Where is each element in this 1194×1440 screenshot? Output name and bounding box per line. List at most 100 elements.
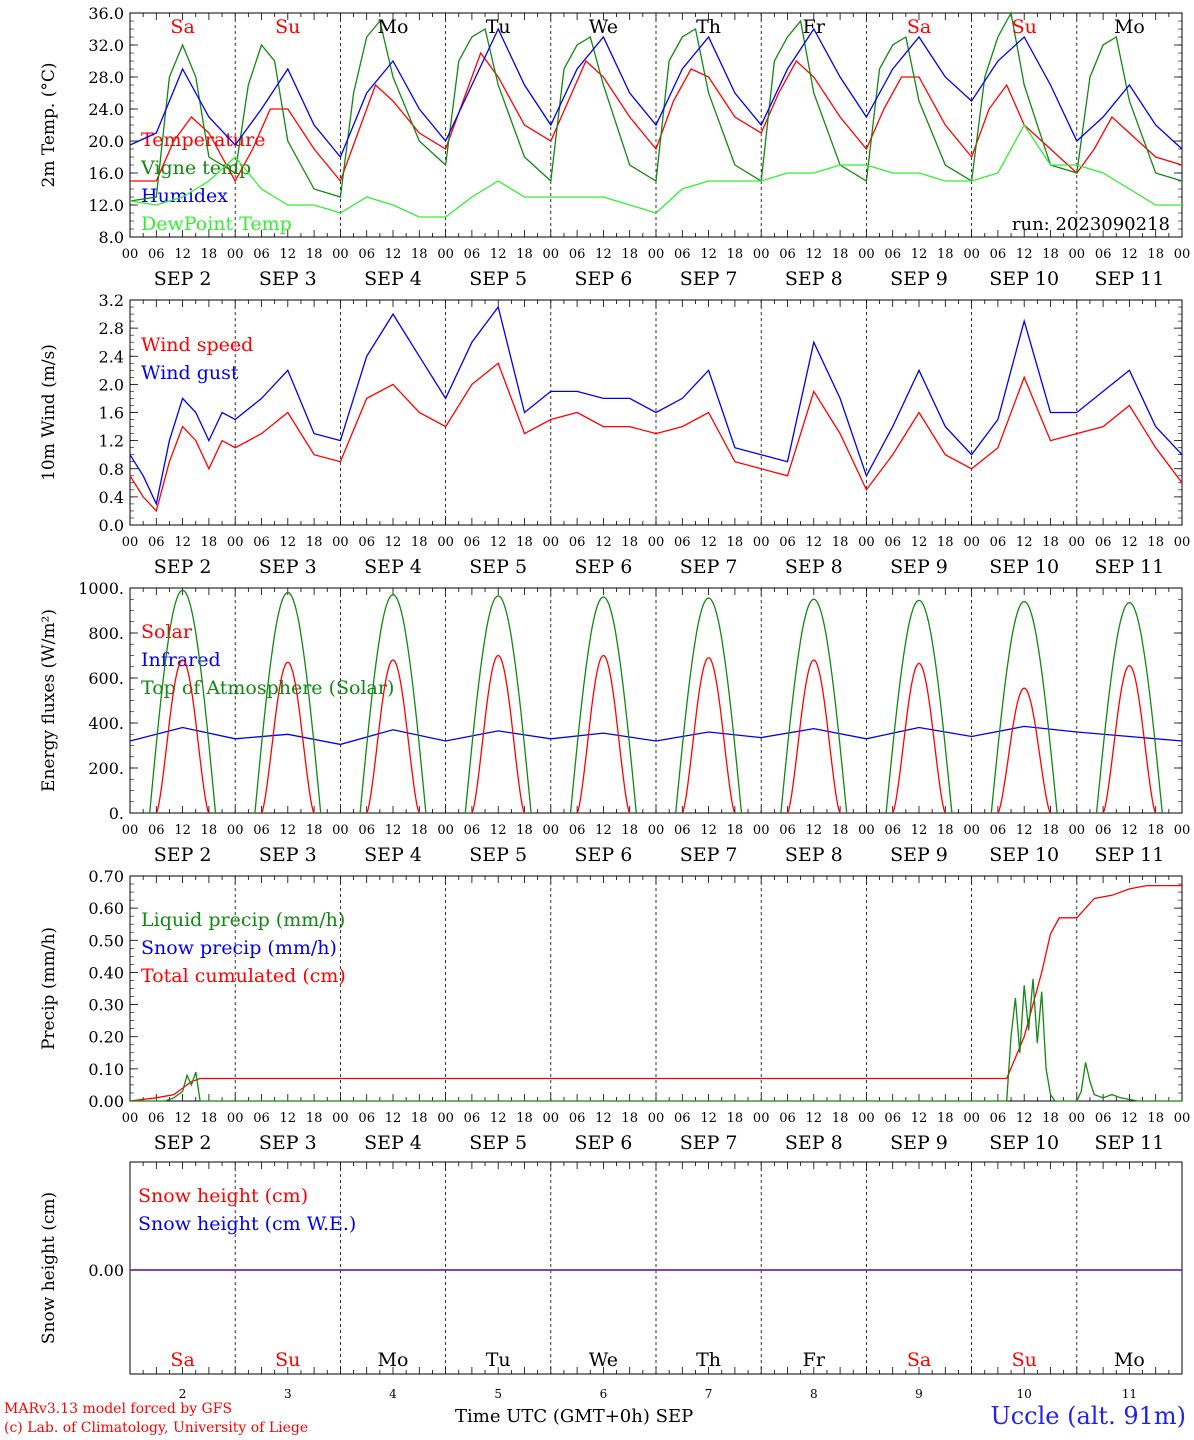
hour-label: 00 xyxy=(227,535,244,550)
legend-entry: Wind speed xyxy=(141,334,253,356)
date-label: SEP 3 xyxy=(259,268,317,290)
legend-entry: Liquid precip (mm/h) xyxy=(141,909,345,931)
hour-label: 12 xyxy=(280,535,297,550)
hour-label: 00 xyxy=(753,535,770,550)
day-number: 4 xyxy=(389,1387,397,1400)
date-label: SEP 9 xyxy=(890,556,948,578)
y-tick-label: 0.20 xyxy=(88,1028,124,1047)
hour-label: 00 xyxy=(753,1111,770,1126)
hour-label: 00 xyxy=(753,247,770,262)
date-label: SEP 5 xyxy=(469,556,527,578)
date-label: SEP 6 xyxy=(574,268,632,290)
y-tick-label: 0.10 xyxy=(88,1060,124,1079)
y-tick-label: 0.70 xyxy=(88,867,124,886)
hour-label: 06 xyxy=(779,823,796,838)
y-tick-label: 800. xyxy=(88,624,124,643)
date-label: SEP 8 xyxy=(785,556,843,578)
hour-label: 00 xyxy=(648,535,665,550)
series-line xyxy=(129,362,1183,513)
y-tick-label: 0.00 xyxy=(88,1092,124,1111)
date-label: SEP 8 xyxy=(785,844,843,866)
hour-label: 00 xyxy=(543,1111,560,1126)
hour-label: 00 xyxy=(122,1111,139,1126)
hour-label: 12 xyxy=(1016,823,1033,838)
day-name-top: Tu xyxy=(486,16,511,38)
hour-label: 18 xyxy=(832,823,849,838)
toa-solar-curve xyxy=(780,598,848,814)
hour-label: 12 xyxy=(385,535,402,550)
solar-curve xyxy=(260,661,315,814)
toa-solar-curve xyxy=(885,599,953,814)
hour-label: 00 xyxy=(1069,535,1086,550)
hour-label: 12 xyxy=(1016,1111,1033,1126)
hour-label: 12 xyxy=(490,247,507,262)
y-axis-label: Energy fluxes (W/m²) xyxy=(39,609,59,792)
y-tick-label: 0.4 xyxy=(99,488,124,507)
hour-label: 12 xyxy=(911,823,928,838)
hour-label: 06 xyxy=(464,823,481,838)
legend-entry: DewPoint Temp xyxy=(141,213,292,235)
hour-label: 00 xyxy=(963,535,980,550)
hour-label: 12 xyxy=(1121,247,1138,262)
y-tick-label: 0.40 xyxy=(88,963,124,982)
day-name-bottom: Mo xyxy=(1114,1349,1145,1371)
hour-label: 06 xyxy=(1095,247,1112,262)
date-label: SEP 11 xyxy=(1094,268,1164,290)
y-tick-label: 0.50 xyxy=(88,931,124,950)
hour-label: 06 xyxy=(253,1111,270,1126)
day-name-top: Sa xyxy=(170,16,194,38)
hour-label: 00 xyxy=(1069,823,1086,838)
hour-label: 18 xyxy=(201,1111,218,1126)
hour-label: 06 xyxy=(569,1111,586,1126)
hour-label: 18 xyxy=(411,823,428,838)
hour-label: 00 xyxy=(437,1111,454,1126)
date-label: SEP 5 xyxy=(469,268,527,290)
hour-label: 12 xyxy=(595,823,612,838)
hour-label: 12 xyxy=(385,823,402,838)
hour-label: 12 xyxy=(911,535,928,550)
hour-label: 12 xyxy=(385,1111,402,1126)
x-axis-label: Time UTC (GMT+0h) xyxy=(455,1406,650,1427)
hour-label: 18 xyxy=(937,1111,954,1126)
hour-label: 12 xyxy=(595,247,612,262)
legend-entry: Snow height (cm) xyxy=(138,1185,308,1207)
hour-label: 12 xyxy=(806,247,823,262)
hour-label: 00 xyxy=(1174,247,1191,262)
hour-label: 18 xyxy=(621,247,638,262)
hour-label: 00 xyxy=(963,823,980,838)
toa-solar-curve xyxy=(254,591,322,814)
date-label: SEP 10 xyxy=(989,556,1059,578)
toa-solar-curve xyxy=(569,596,637,814)
date-label: SEP 7 xyxy=(680,1132,738,1154)
hour-label: 06 xyxy=(674,535,691,550)
date-label: SEP 6 xyxy=(574,556,632,578)
date-label: SEP 4 xyxy=(364,556,422,578)
hour-label: 12 xyxy=(911,247,928,262)
hour-label: 06 xyxy=(569,823,586,838)
y-tick-label: 12.0 xyxy=(88,196,124,215)
day-number: 7 xyxy=(705,1387,713,1400)
solar-curve xyxy=(786,659,841,814)
date-label: SEP 6 xyxy=(574,844,632,866)
date-label: SEP 2 xyxy=(154,844,212,866)
hour-label: 00 xyxy=(332,535,349,550)
solar-curve xyxy=(997,687,1052,814)
day-name-top: Su xyxy=(275,16,300,38)
hour-label: 18 xyxy=(306,247,323,262)
legend-entry: Vigne temp xyxy=(140,157,251,179)
day-name-bottom: Fr xyxy=(803,1349,826,1371)
hour-label: 00 xyxy=(1174,823,1191,838)
legend-entry: Temperature xyxy=(141,129,265,151)
hour-label: 00 xyxy=(648,247,665,262)
hour-label: 06 xyxy=(884,247,901,262)
hour-label: 12 xyxy=(490,823,507,838)
hour-label: 00 xyxy=(122,535,139,550)
hour-label: 00 xyxy=(332,1111,349,1126)
hour-label: 18 xyxy=(411,1111,428,1126)
series-line xyxy=(129,123,1182,218)
y-tick-label: 32.0 xyxy=(88,36,124,55)
hour-label: 06 xyxy=(779,535,796,550)
day-number: 6 xyxy=(600,1387,608,1400)
y-tick-label: 16.0 xyxy=(88,164,124,183)
y-axis-label: Snow height (cm) xyxy=(39,1192,59,1344)
